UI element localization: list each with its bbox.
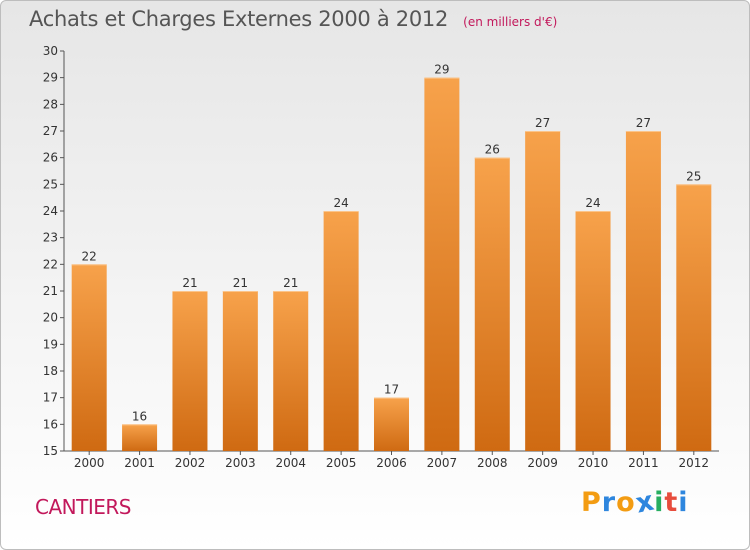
x-tick-label-2006: 2006 (376, 456, 407, 470)
data-label-2007: 29 (434, 63, 449, 77)
y-tick-label: 25 (43, 177, 58, 191)
bar-2006 (374, 397, 409, 451)
y-tick-label: 20 (43, 311, 58, 325)
y-tick-label: 21 (43, 284, 58, 298)
x-tick-label-2011: 2011 (628, 456, 659, 470)
data-label-2005: 24 (333, 196, 348, 210)
x-tick-label-2012: 2012 (679, 456, 710, 470)
logo-letter: t (664, 487, 679, 518)
bar-2012 (676, 184, 712, 452)
bar-2008 (474, 157, 510, 451)
y-tick-label: 22 (43, 257, 58, 271)
bar-2004 (273, 291, 309, 451)
data-label-2012: 25 (686, 169, 701, 183)
bar-2002 (172, 291, 208, 451)
data-label-2010: 24 (585, 196, 600, 210)
y-tick-label: 26 (43, 151, 58, 165)
logo-letter: o (616, 487, 636, 518)
y-tick-label: 19 (43, 337, 58, 351)
x-tick-label-2002: 2002 (175, 456, 206, 470)
bar-2010 (575, 211, 611, 451)
x-tick-label-2001: 2001 (124, 456, 155, 470)
bar-2003 (222, 291, 258, 451)
y-tick-label: 28 (43, 97, 58, 111)
data-label-2003: 21 (233, 276, 248, 290)
y-tick-label: 30 (43, 44, 58, 58)
chart-subtitle: (en milliers d'€) (463, 15, 558, 29)
x-tick-label-2004: 2004 (275, 456, 306, 470)
data-label-2009: 27 (535, 116, 550, 130)
logo-letter: i (678, 487, 689, 518)
chart-header: Achats et Charges Externes 2000 à 2012 (… (29, 7, 557, 31)
x-tick-label-2003: 2003 (225, 456, 256, 470)
data-label-2002: 21 (182, 276, 197, 290)
y-tick-label: 23 (43, 231, 58, 245)
logo-letter: r (601, 487, 617, 518)
x-tick-label-2009: 2009 (527, 456, 558, 470)
data-label-2000: 22 (82, 249, 97, 263)
logo-letter: i (654, 487, 665, 518)
data-label-2004: 21 (283, 276, 298, 290)
data-label-2006: 17 (384, 383, 399, 397)
y-tick-label: 17 (43, 391, 58, 405)
bar-2011 (625, 131, 661, 451)
bar-2009 (525, 131, 561, 451)
bar-2007 (424, 77, 460, 452)
proxiti-logo: Proxiti (581, 485, 689, 519)
bar-2001 (122, 424, 158, 451)
bar-2000 (71, 264, 107, 451)
x-tick-label-2007: 2007 (427, 456, 458, 470)
x-tick-label-2000: 2000 (74, 456, 105, 470)
y-tick-label: 16 (43, 417, 58, 431)
y-tick-label: 27 (43, 124, 58, 138)
x-tick-label-2008: 2008 (477, 456, 508, 470)
x-tick-label-2005: 2005 (326, 456, 357, 470)
chart-title: Achats et Charges Externes 2000 à 2012 (29, 7, 449, 31)
y-tick-label: 29 (43, 71, 58, 85)
data-label-2008: 26 (485, 143, 500, 157)
x-tick-label-2010: 2010 (578, 456, 609, 470)
data-label-2011: 27 (636, 116, 651, 130)
y-tick-label: 18 (43, 364, 58, 378)
logo-letter: P (581, 487, 602, 518)
commune-name: CANTIERS (35, 495, 131, 519)
bar-2005 (323, 211, 359, 451)
y-tick-label: 15 (43, 444, 58, 458)
y-tick-label: 24 (43, 204, 58, 218)
data-label-2001: 16 (132, 409, 147, 423)
